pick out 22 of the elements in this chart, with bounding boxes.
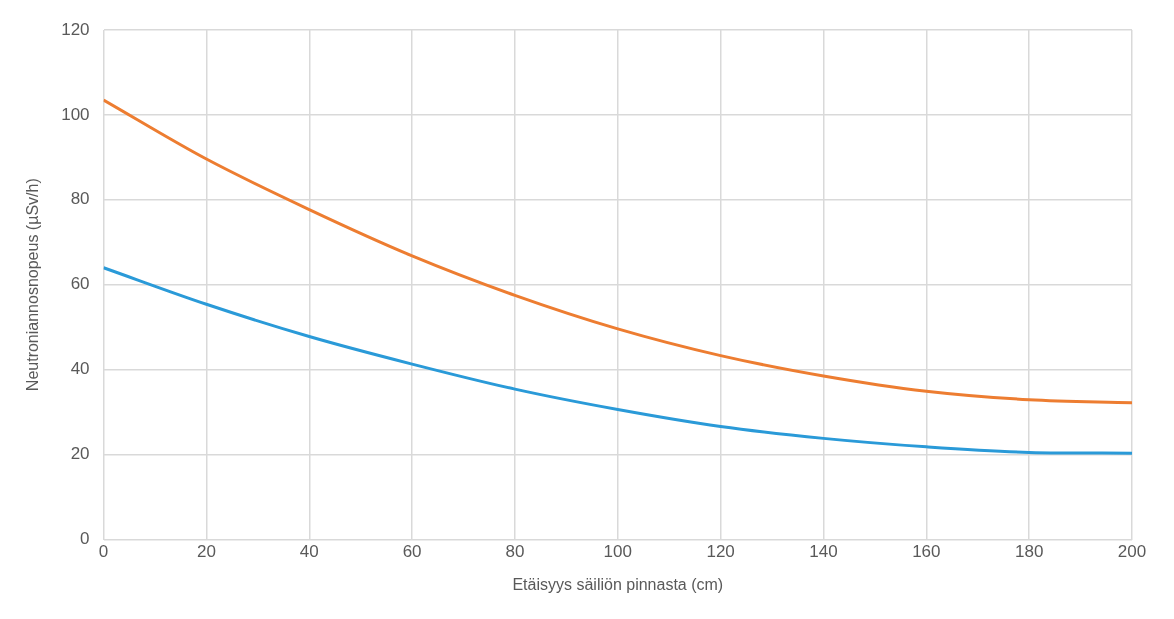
line-series [103,266,1132,455]
x-tick-label: 80 [505,542,525,562]
y-tick-label: 80 [70,189,90,209]
y-tick-label: 100 [61,104,90,124]
x-tick-label: 140 [809,542,838,562]
x-tick-label: 180 [1014,542,1044,562]
x-tick-label: 0 [98,542,109,562]
y-tick-label: 0 [80,529,90,549]
x-tick-label: 160 [912,542,941,562]
line-series [103,98,1132,405]
x-axis-title: Etäisyys säiliön pinnasta (cm) [512,575,724,593]
y-tick-label: 60 [70,274,90,294]
x-tick-label: 60 [402,542,422,562]
y-tick-label: 40 [70,359,90,379]
x-tick-label: 20 [196,542,216,562]
y-tick-label: 120 [61,19,90,39]
x-tick-label: 200 [1117,542,1147,562]
x-tick-label: 100 [603,542,632,562]
y-tick-label: 20 [70,444,90,464]
x-tick-label: 40 [299,542,319,562]
y-axis-title: Neutroniannosnopeus (µSv/h) [24,178,42,392]
x-tick-label: 120 [706,542,735,562]
